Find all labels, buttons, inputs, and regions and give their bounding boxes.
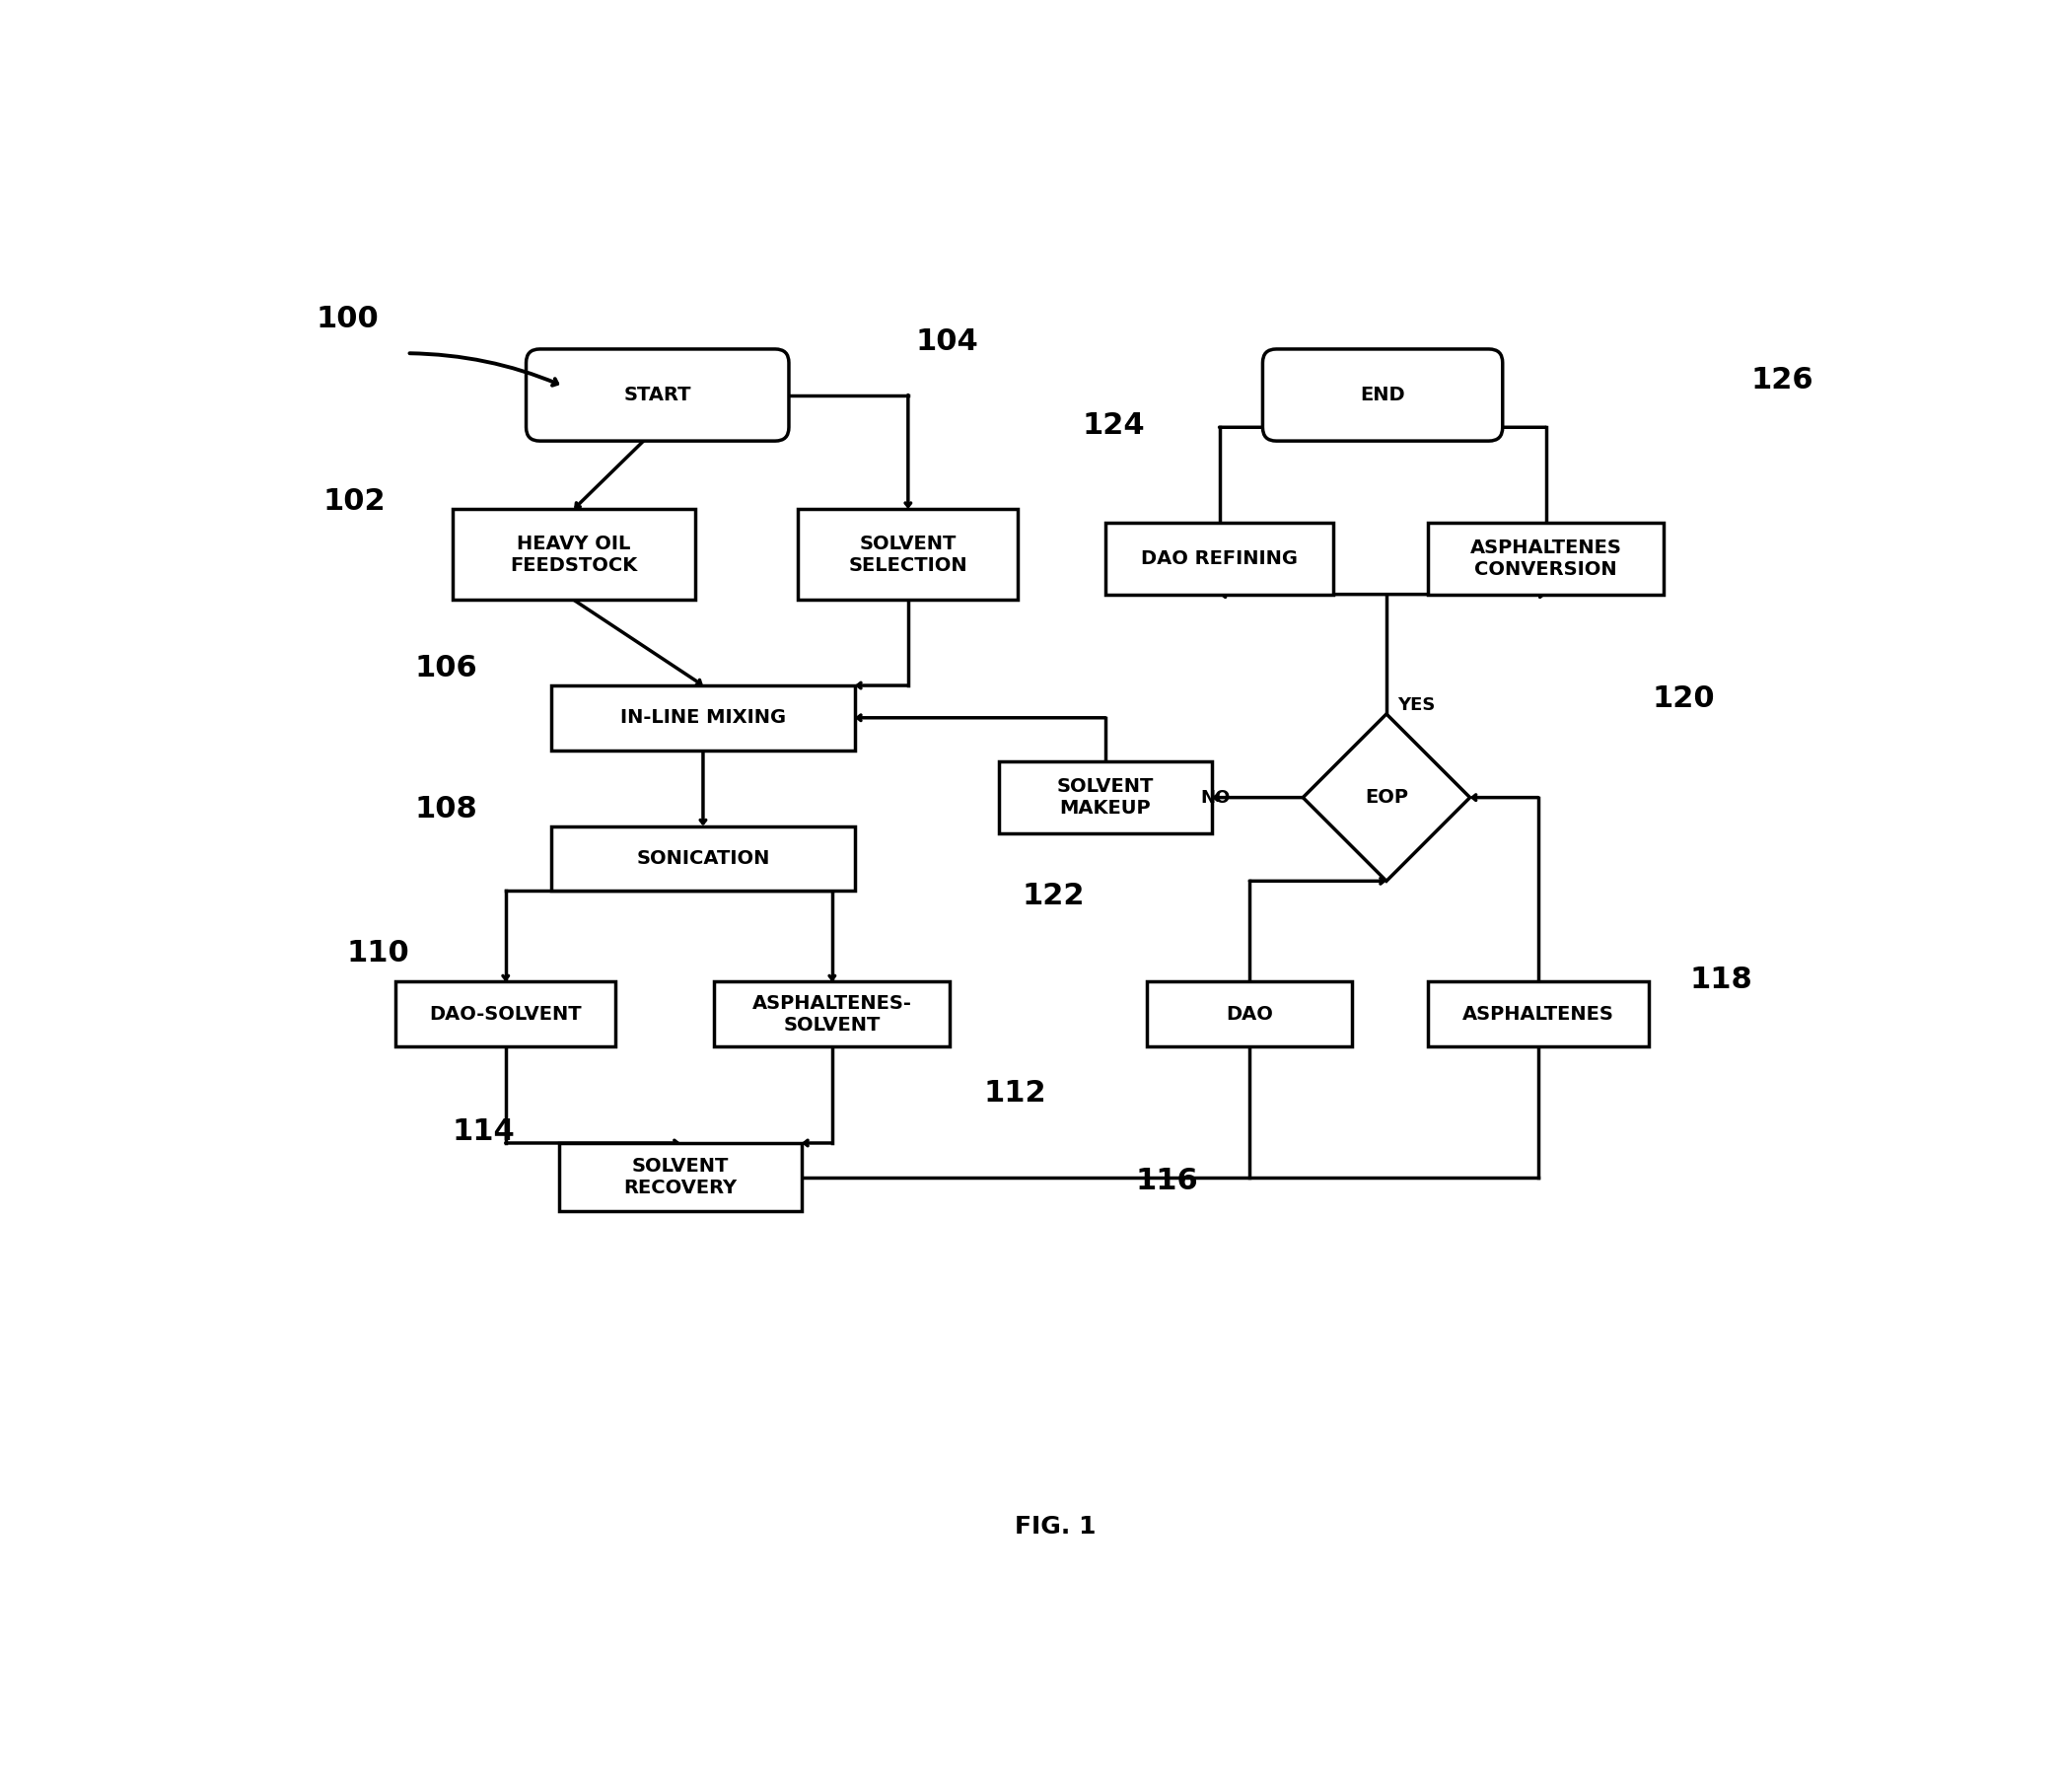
Text: 112: 112 xyxy=(985,1079,1046,1107)
Text: SONICATION: SONICATION xyxy=(637,849,770,867)
Text: 120: 120 xyxy=(1652,685,1714,713)
Text: 124: 124 xyxy=(1084,410,1145,439)
Text: 106: 106 xyxy=(414,654,478,683)
Text: 126: 126 xyxy=(1751,366,1813,394)
Bar xyxy=(1106,521,1333,595)
Bar xyxy=(1428,521,1664,595)
Text: YES: YES xyxy=(1399,695,1436,713)
Text: 100: 100 xyxy=(315,305,379,333)
Bar xyxy=(396,982,616,1047)
Text: 116: 116 xyxy=(1135,1167,1199,1195)
Text: 118: 118 xyxy=(1689,966,1753,995)
Text: 104: 104 xyxy=(915,328,978,357)
Bar xyxy=(715,982,950,1047)
Text: 122: 122 xyxy=(1022,882,1084,910)
Text: 114: 114 xyxy=(453,1118,515,1145)
Bar xyxy=(558,1143,801,1211)
Text: 108: 108 xyxy=(414,794,478,823)
Text: EOP: EOP xyxy=(1364,788,1409,806)
Bar xyxy=(552,826,855,891)
Bar xyxy=(797,509,1018,600)
Polygon shape xyxy=(1302,713,1471,882)
FancyBboxPatch shape xyxy=(525,349,789,441)
Text: ASPHALTENES: ASPHALTENES xyxy=(1463,1005,1615,1023)
Text: DAO REFINING: DAO REFINING xyxy=(1141,548,1298,568)
Text: 102: 102 xyxy=(323,487,385,516)
Text: SOLVENT
MAKEUP: SOLVENT MAKEUP xyxy=(1057,778,1154,817)
Bar xyxy=(453,509,696,600)
Text: SOLVENT
SELECTION: SOLVENT SELECTION xyxy=(849,534,968,575)
FancyBboxPatch shape xyxy=(1263,349,1502,441)
Bar xyxy=(552,686,855,751)
Text: IN-LINE MIXING: IN-LINE MIXING xyxy=(620,708,787,728)
Text: DAO-SOLVENT: DAO-SOLVENT xyxy=(428,1005,581,1023)
Bar xyxy=(1428,982,1648,1047)
Text: FIG. 1: FIG. 1 xyxy=(1016,1514,1096,1538)
Text: 110: 110 xyxy=(346,939,410,968)
Text: NO: NO xyxy=(1201,788,1230,806)
Bar xyxy=(1147,982,1351,1047)
Text: START: START xyxy=(624,385,692,405)
Text: HEAVY OIL
FEEDSTOCK: HEAVY OIL FEEDSTOCK xyxy=(511,534,639,575)
Text: SOLVENT
RECOVERY: SOLVENT RECOVERY xyxy=(624,1158,737,1197)
Bar xyxy=(999,762,1211,833)
Text: END: END xyxy=(1360,385,1405,405)
Text: ASPHALTENES-
SOLVENT: ASPHALTENES- SOLVENT xyxy=(752,995,913,1034)
Text: DAO: DAO xyxy=(1226,1005,1273,1023)
Text: ASPHALTENES
CONVERSION: ASPHALTENES CONVERSION xyxy=(1471,538,1621,579)
